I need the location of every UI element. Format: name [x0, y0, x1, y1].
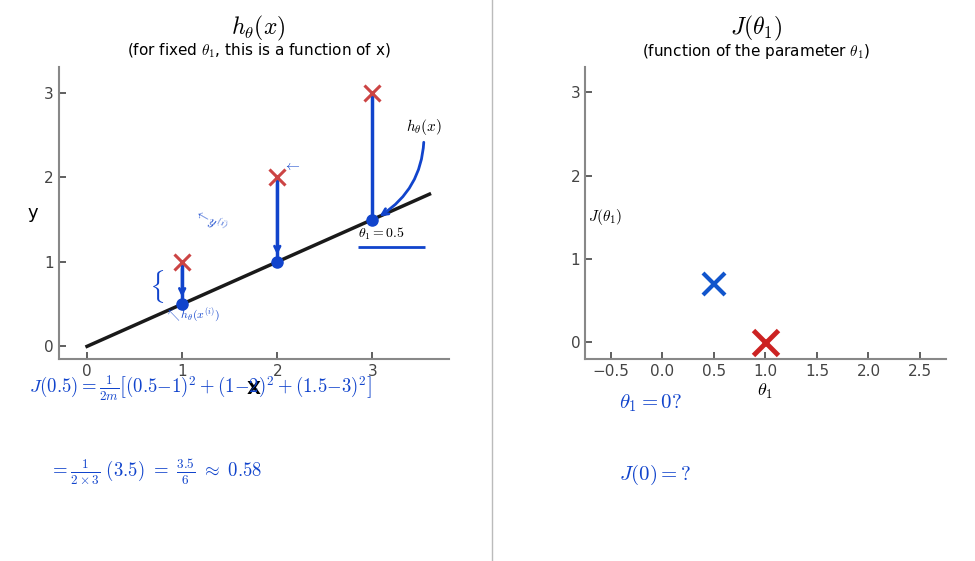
X-axis label: X: X: [247, 380, 260, 398]
Text: $h_{\theta}(x)$: $h_{\theta}(x)$: [382, 117, 442, 215]
Text: $\theta_1 = 0.5$: $\theta_1 = 0.5$: [358, 226, 405, 242]
Text: (function of the parameter $\theta_1$): (function of the parameter $\theta_1$): [642, 42, 870, 61]
Text: $J(\theta_1)$: $J(\theta_1)$: [588, 208, 622, 227]
Text: $\nwarrow h_\theta(x^{(i)})$: $\nwarrow h_\theta(x^{(i)})$: [165, 306, 220, 324]
Text: (for fixed $\theta_1$, this is a function of x): (for fixed $\theta_1$, this is a functio…: [127, 42, 390, 60]
Text: $\leftarrow$: $\leftarrow$: [283, 159, 300, 173]
Text: $\leftarrow y^{(i)}$: $\leftarrow y^{(i)}$: [190, 203, 230, 237]
X-axis label: $\theta_1$: $\theta_1$: [758, 381, 773, 401]
Text: $J(\theta_1)$: $J(\theta_1)$: [729, 14, 782, 43]
Text: $\{$: $\{$: [149, 268, 164, 305]
Text: $\theta_1 = 0?$: $\theta_1 = 0?$: [619, 393, 682, 414]
Text: $= \frac{1}{2\times3}\ (3.5)\ =\ \frac{3.5}{6}\ \approx\ 0.58$: $= \frac{1}{2\times3}\ (3.5)\ =\ \frac{3…: [49, 457, 262, 487]
Text: $J(0)=?$: $J(0)=?$: [619, 463, 691, 487]
Text: $h_{\theta}(x)$: $h_{\theta}(x)$: [231, 14, 286, 43]
Text: $J(0.5) = \frac{1}{2m}\left[(0.5{-}1)^2 + (1{-}2)^2 + (1.5{-}3)^2\right]$: $J(0.5) = \frac{1}{2m}\left[(0.5{-}1)^2 …: [29, 373, 372, 403]
Y-axis label: y: y: [27, 204, 38, 222]
